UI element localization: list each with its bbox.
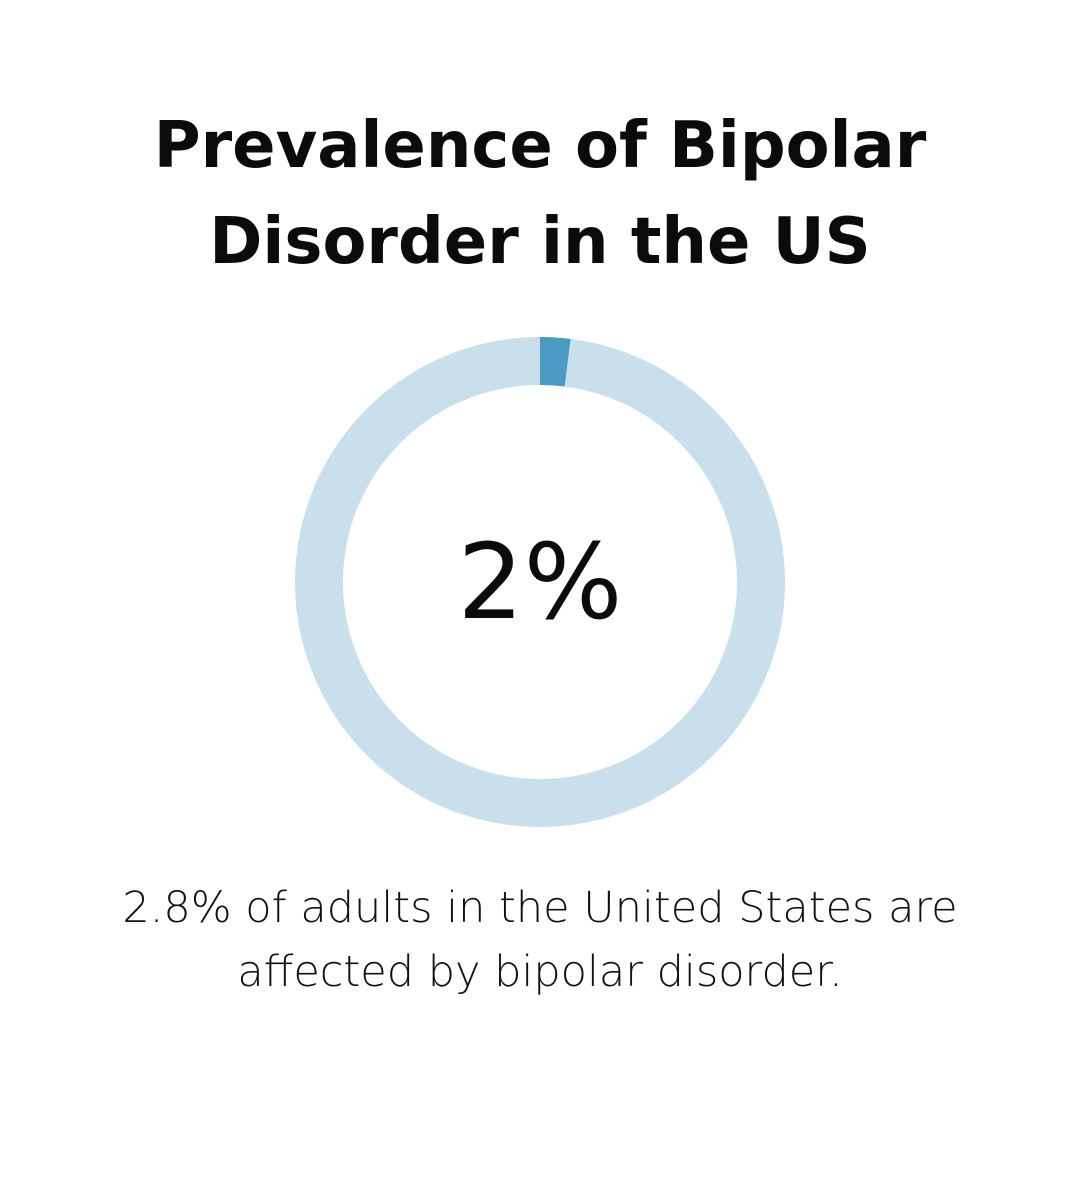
center-value-label: 2% (457, 521, 623, 643)
donut-slice-highlight (540, 337, 571, 387)
chart-title-line-1: Prevalence of Bipolar (153, 109, 927, 183)
donut-chart: 2% (295, 337, 785, 827)
chart-caption: 2.8% of adults in the United States are … (90, 876, 990, 1004)
chart-caption-line-1: 2.8% of adults in the United States are (122, 883, 958, 933)
chart-title: Prevalence of Bipolar Disorder in the US (0, 98, 1080, 290)
donut-svg (295, 337, 785, 827)
chart-title-line-2: Disorder in the US (209, 205, 871, 279)
chart-caption-line-2: affected by bipolar disorder. (237, 947, 843, 997)
